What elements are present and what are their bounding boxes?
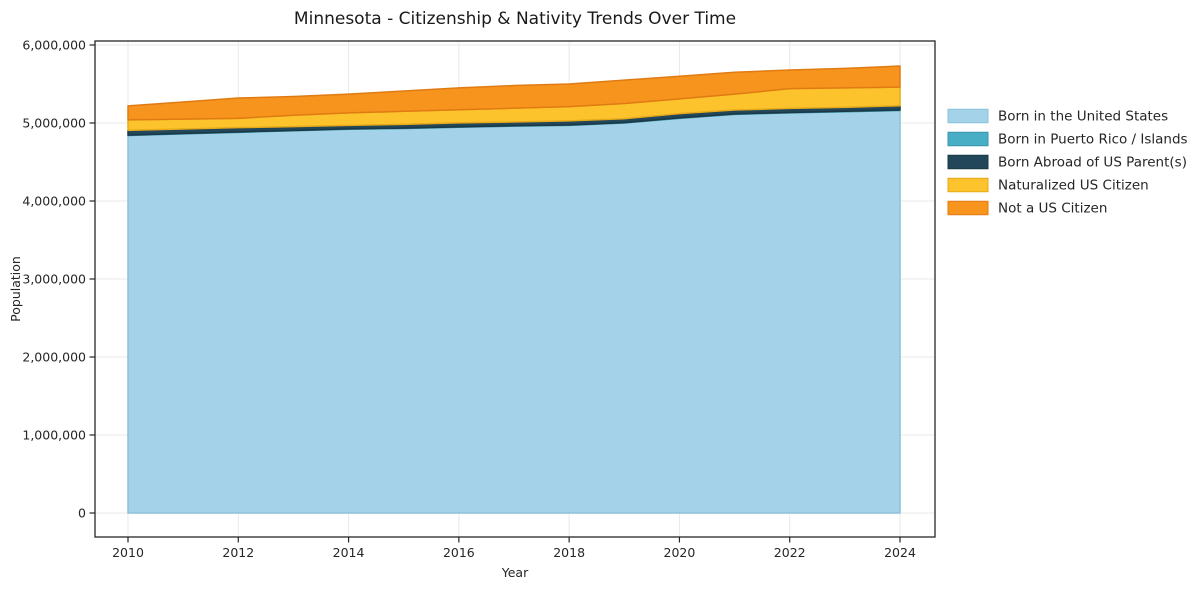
- x-axis-label: Year: [501, 565, 529, 580]
- x-tick-label: 2018: [553, 545, 585, 560]
- area-layer: [127, 65, 901, 514]
- legend-label: Born in the United States: [998, 109, 1168, 125]
- legend-item: Born in the United States: [947, 108, 1168, 125]
- legend-label: Born Abroad of US Parent(s): [998, 155, 1187, 171]
- legend-item: Naturalized US Citizen: [947, 177, 1149, 194]
- y-tick-label: 4,000,000: [22, 194, 86, 209]
- legend-swatch: [947, 154, 989, 170]
- legend-item: Born in Puerto Rico / Islands: [947, 131, 1188, 148]
- area-series-0: [127, 109, 901, 514]
- x-tick-label: 2022: [774, 545, 806, 560]
- x-tick-label: 2020: [664, 545, 696, 560]
- area-series-4: [127, 65, 901, 121]
- legend-item: Born Abroad of US Parent(s): [947, 154, 1187, 171]
- y-tick-label: 3,000,000: [22, 272, 86, 287]
- y-tick-label: 1,000,000: [22, 428, 86, 443]
- legend-swatch: [947, 131, 989, 147]
- chart-title: Minnesota - Citizenship & Nativity Trend…: [294, 9, 736, 29]
- y-tick-label: 5,000,000: [22, 116, 86, 131]
- legend-label: Not a US Citizen: [998, 201, 1107, 217]
- legend-swatch: [947, 200, 989, 216]
- legend-swatch: [947, 177, 989, 193]
- y-axis-label: Population: [8, 256, 23, 322]
- x-tick-label: 2010: [112, 545, 144, 560]
- y-tick-label: 2,000,000: [22, 350, 86, 365]
- legend: Born in the United States Born in Puerto …: [947, 108, 1188, 217]
- axis-layer: 0 1,000,000 2,000,000 3,000,000 4,000,000 5,0…: [22, 38, 936, 560]
- x-tick-label: 2024: [884, 545, 916, 560]
- legend-item: Not a US Citizen: [947, 200, 1107, 217]
- x-tick-label: 2016: [443, 545, 475, 560]
- y-tick-label: 6,000,000: [22, 38, 86, 53]
- legend-swatch: [947, 108, 989, 124]
- y-tick-label: 0: [78, 506, 86, 521]
- legend-label: Born in Puerto Rico / Islands: [998, 132, 1188, 148]
- x-tick-label: 2014: [333, 545, 365, 560]
- plot-frame: [94, 40, 936, 538]
- x-tick-label: 2012: [222, 545, 254, 560]
- legend-label: Naturalized US Citizen: [998, 178, 1149, 194]
